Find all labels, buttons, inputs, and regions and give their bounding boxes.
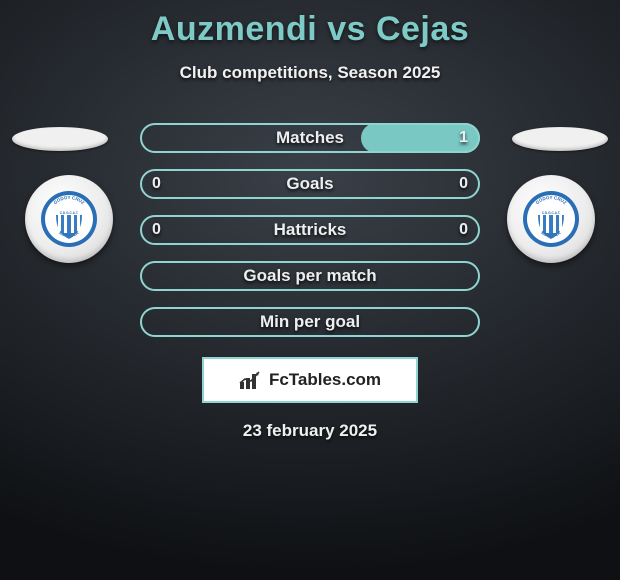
date-label: 23 february 2025 <box>0 421 620 441</box>
stat-label: Matches <box>276 128 344 148</box>
comparison-card: Auzmendi vs Cejas Club competitions, Sea… <box>0 0 620 580</box>
stat-row: Hattricks 0 0 <box>140 215 480 245</box>
stat-value-right: 1 <box>459 129 468 147</box>
team-badge-right: C.D.G.C.A.T. GODOY CRUZ MENDOZA <box>507 175 595 263</box>
stat-label: Min per goal <box>260 312 360 332</box>
team-badge-left: C.D.G.C.A.T. GODOY CRUZ MENDOZA <box>25 175 113 263</box>
stat-value-left: 0 <box>152 221 161 239</box>
stat-value-right: 0 <box>459 175 468 193</box>
stat-label: Hattricks <box>274 220 347 240</box>
shield-icon: C.D.G.C.A.T. GODOY CRUZ MENDOZA <box>39 189 99 249</box>
player-left-platform <box>12 127 108 151</box>
player-right-platform <box>512 127 608 151</box>
stat-label: Goals <box>286 174 333 194</box>
stat-row: Goals 0 0 <box>140 169 480 199</box>
svg-text:C.D.G.C.A.T.: C.D.G.C.A.T. <box>60 211 79 215</box>
stat-label: Goals per match <box>243 266 376 286</box>
stat-row: Matches 1 <box>140 123 480 153</box>
stat-value-right: 0 <box>459 221 468 239</box>
page-title: Auzmendi vs Cejas <box>0 0 620 49</box>
svg-text:C.D.G.C.A.T.: C.D.G.C.A.T. <box>542 211 561 215</box>
stat-value-left: 0 <box>152 175 161 193</box>
stat-row: Goals per match <box>140 261 480 291</box>
shield-icon: C.D.G.C.A.T. GODOY CRUZ MENDOZA <box>521 189 581 249</box>
page-subtitle: Club competitions, Season 2025 <box>0 63 620 83</box>
brand-box: FcTables.com <box>202 357 418 403</box>
bars-icon <box>239 370 263 390</box>
stat-row: Min per goal <box>140 307 480 337</box>
brand-label: FcTables.com <box>269 370 381 390</box>
